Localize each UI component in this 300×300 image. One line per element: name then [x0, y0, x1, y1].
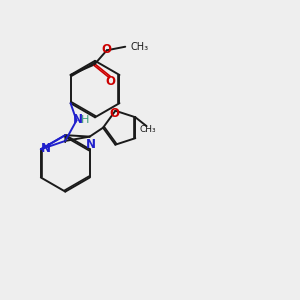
Text: O: O [102, 43, 112, 56]
Text: O: O [109, 107, 119, 120]
Text: CH₃: CH₃ [130, 42, 149, 52]
Text: O: O [105, 75, 116, 88]
Text: CH₃: CH₃ [140, 125, 156, 134]
Text: N: N [86, 138, 96, 152]
Text: H: H [81, 115, 90, 125]
Text: N: N [41, 142, 51, 155]
Text: N: N [72, 113, 82, 126]
